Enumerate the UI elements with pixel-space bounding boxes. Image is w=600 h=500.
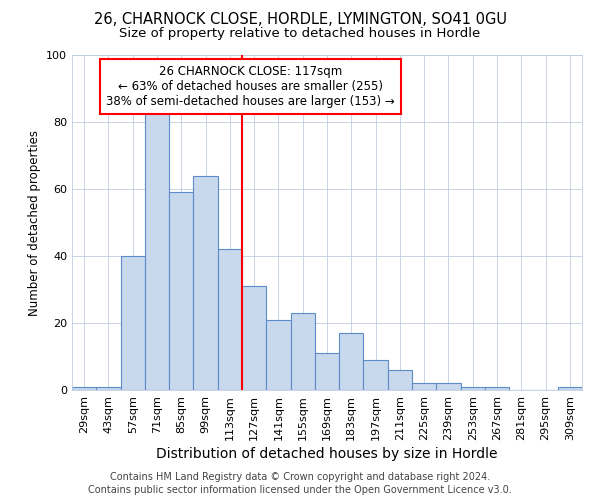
Bar — [364, 360, 388, 390]
Bar — [96, 386, 121, 390]
Text: Size of property relative to detached houses in Hordle: Size of property relative to detached ho… — [119, 28, 481, 40]
Bar — [558, 386, 582, 390]
Bar — [72, 386, 96, 390]
X-axis label: Distribution of detached houses by size in Hordle: Distribution of detached houses by size … — [156, 447, 498, 461]
Bar — [388, 370, 412, 390]
Text: Contains HM Land Registry data © Crown copyright and database right 2024.
Contai: Contains HM Land Registry data © Crown c… — [88, 472, 512, 495]
Bar — [436, 384, 461, 390]
Bar — [290, 313, 315, 390]
Bar — [145, 108, 169, 390]
Text: 26 CHARNOCK CLOSE: 117sqm
← 63% of detached houses are smaller (255)
38% of semi: 26 CHARNOCK CLOSE: 117sqm ← 63% of detac… — [106, 65, 395, 108]
Bar — [339, 333, 364, 390]
Text: 26, CHARNOCK CLOSE, HORDLE, LYMINGTON, SO41 0GU: 26, CHARNOCK CLOSE, HORDLE, LYMINGTON, S… — [94, 12, 506, 28]
Bar — [315, 353, 339, 390]
Bar — [461, 386, 485, 390]
Bar — [242, 286, 266, 390]
Bar — [169, 192, 193, 390]
Bar — [485, 386, 509, 390]
Bar — [218, 250, 242, 390]
Y-axis label: Number of detached properties: Number of detached properties — [28, 130, 41, 316]
Bar — [266, 320, 290, 390]
Bar — [193, 176, 218, 390]
Bar — [121, 256, 145, 390]
Bar — [412, 384, 436, 390]
